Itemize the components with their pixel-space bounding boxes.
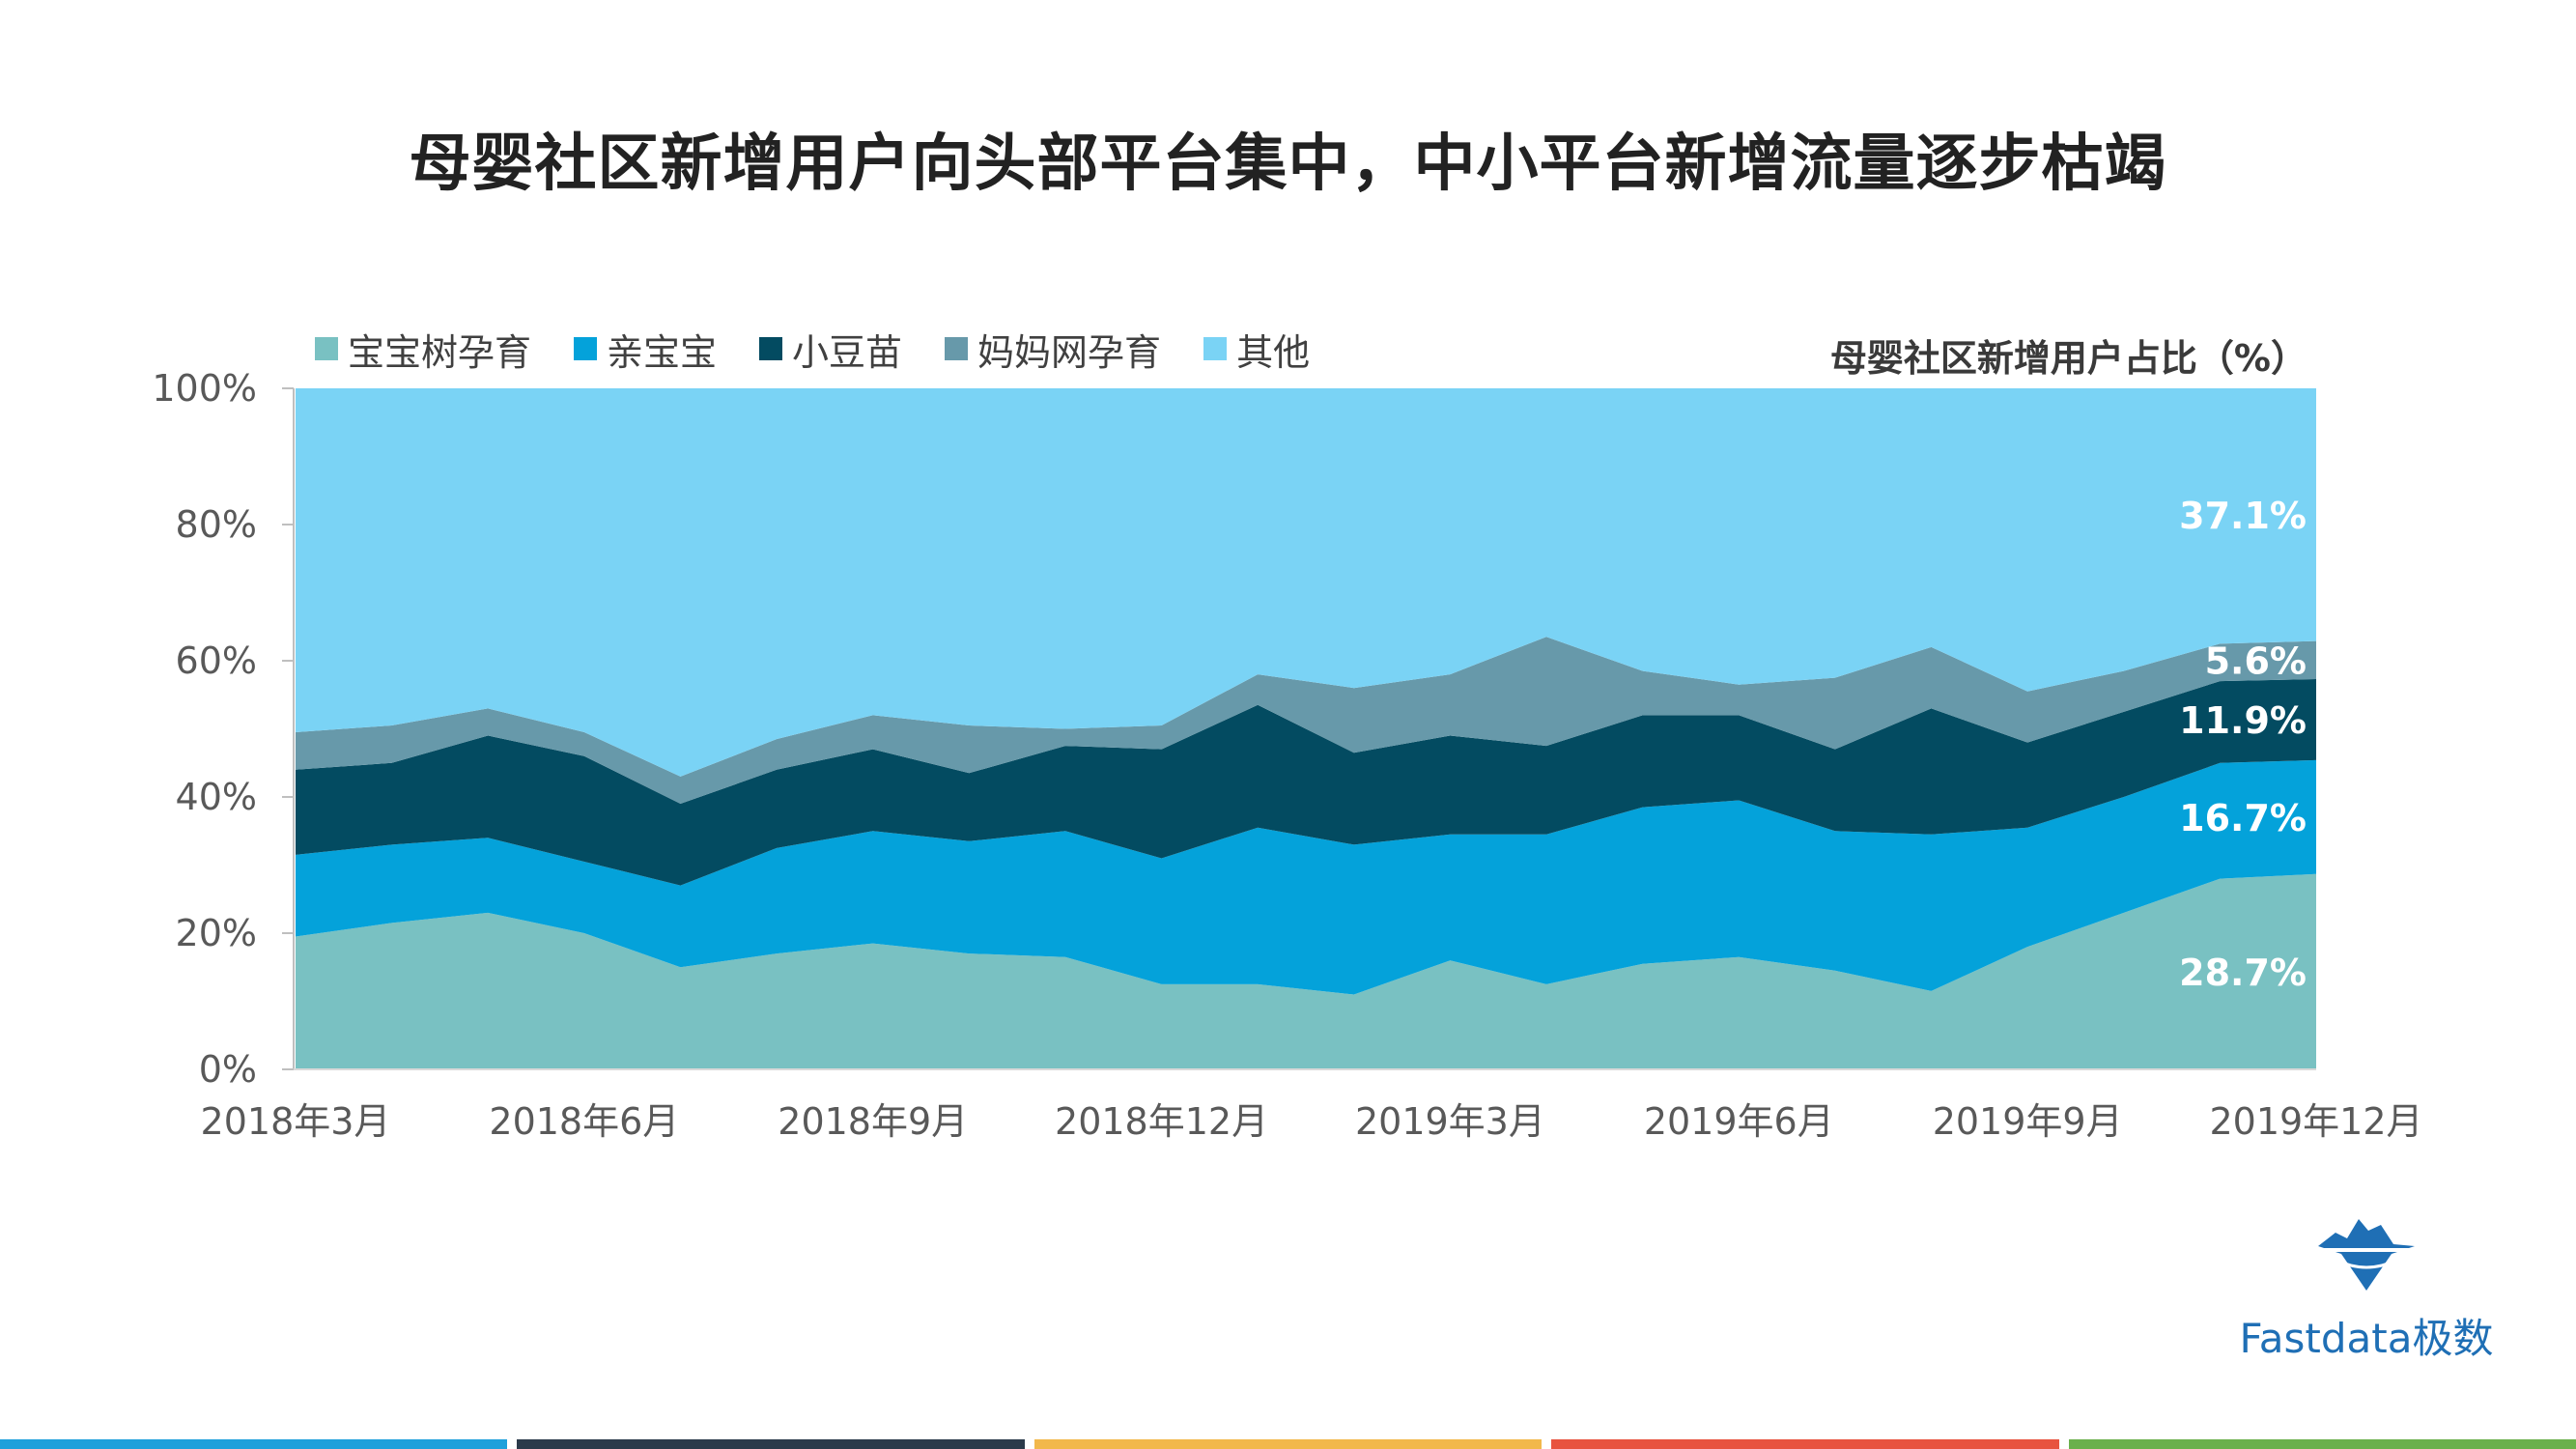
y-tick-label: 20% bbox=[176, 912, 257, 954]
data-label-series-1: 28.7% bbox=[2179, 952, 2307, 994]
legend-swatch bbox=[945, 337, 969, 360]
y-tick-label: 100% bbox=[152, 367, 257, 410]
y-tick-label: 80% bbox=[176, 503, 257, 546]
footer-segment bbox=[1033, 1439, 1543, 1449]
legend-swatch bbox=[315, 337, 338, 360]
area-series-4 bbox=[296, 637, 2316, 804]
y-tick-label: 60% bbox=[176, 639, 257, 682]
footer-segment bbox=[0, 1439, 508, 1449]
legend-label: 其他 bbox=[1236, 330, 1311, 374]
data-label-series-2: 16.7% bbox=[2179, 797, 2307, 839]
brand-name: Fastdata极数 bbox=[2239, 1315, 2494, 1362]
legend-label: 亲宝宝 bbox=[607, 330, 718, 374]
brand-logo: Fastdata极数 bbox=[2222, 1198, 2511, 1372]
area-series-5 bbox=[296, 388, 2316, 777]
y-tick-label: 0% bbox=[199, 1048, 257, 1091]
legend-swatch bbox=[759, 337, 783, 360]
footer-segment bbox=[1551, 1439, 2059, 1449]
chart-subtitle: 母婴社区新增用户占比（%） bbox=[1829, 337, 2307, 380]
x-tick-label: 2019年3月 bbox=[1355, 1100, 1545, 1143]
x-tick-label: 2018年6月 bbox=[489, 1100, 679, 1143]
chart-legend: 宝宝树孕育 亲宝宝 小豆苗 妈妈网孕育 其他 bbox=[315, 323, 1352, 376]
area-series-3 bbox=[296, 679, 2316, 886]
x-tick-label: 2019年9月 bbox=[1933, 1100, 2123, 1143]
legend-label: 小豆苗 bbox=[792, 330, 903, 374]
legend-label: 宝宝树孕育 bbox=[348, 330, 532, 374]
page-title: 母婴社区新增用户向头部平台集中，中小平台新增流量逐步枯竭 bbox=[409, 128, 2167, 200]
legend-swatch bbox=[574, 337, 598, 360]
iceberg-icon bbox=[2308, 1219, 2424, 1291]
data-label-series-5: 37.1% bbox=[2179, 495, 2307, 537]
data-label-series-4: 5.6% bbox=[2205, 639, 2307, 682]
area-series-1 bbox=[296, 873, 2316, 1069]
y-tick-label: 40% bbox=[176, 776, 257, 818]
area-series-2 bbox=[296, 759, 2316, 995]
x-tick-label: 2018年12月 bbox=[1055, 1100, 1268, 1143]
x-tick-label: 2019年6月 bbox=[1644, 1100, 1834, 1143]
legend-swatch bbox=[1203, 337, 1228, 360]
footer-segment bbox=[2068, 1439, 2576, 1449]
x-tick-label: 2018年9月 bbox=[778, 1100, 968, 1143]
x-tick-label: 2019年12月 bbox=[2209, 1100, 2422, 1143]
legend-item-5: 其他 bbox=[1203, 323, 1310, 376]
legend-item-2: 亲宝宝 bbox=[574, 323, 717, 376]
legend-item-1: 宝宝树孕育 bbox=[315, 323, 531, 376]
legend-item-4: 妈妈网孕育 bbox=[945, 323, 1161, 376]
legend-item-3: 小豆苗 bbox=[759, 323, 902, 376]
legend-label: 妈妈网孕育 bbox=[977, 330, 1162, 374]
x-tick-label: 2018年3月 bbox=[201, 1100, 391, 1143]
data-label-series-3: 11.9% bbox=[2179, 699, 2307, 742]
footer-segment bbox=[517, 1439, 1025, 1449]
footer-color-bar bbox=[0, 1439, 2576, 1449]
